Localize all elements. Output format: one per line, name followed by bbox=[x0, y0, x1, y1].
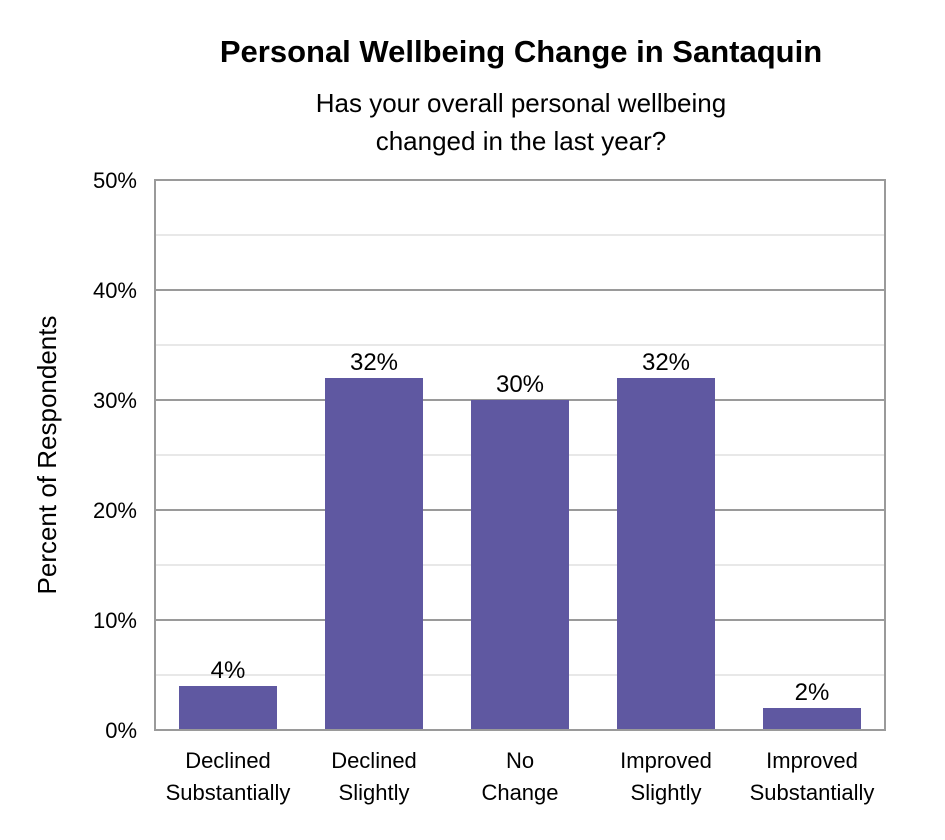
chart-subtitle-line-1: Has your overall personal wellbeing bbox=[316, 88, 726, 118]
x-category-label-line: Slightly bbox=[339, 780, 410, 805]
y-tick-label: 20% bbox=[93, 498, 137, 523]
y-tick-layer: 0% 10% 20% 30% 40% 50% bbox=[93, 168, 137, 743]
x-category-label: Declined Substantially bbox=[166, 748, 291, 805]
bar bbox=[325, 378, 423, 730]
x-category-label: Declined Slightly bbox=[331, 748, 417, 805]
bar-data-label: 32% bbox=[642, 349, 690, 376]
x-category-label: No Change bbox=[481, 748, 558, 805]
y-tick-label: 30% bbox=[93, 388, 137, 413]
x-category-layer: Declined Substantially Declined Slightly No C… bbox=[166, 748, 875, 805]
chart-subtitle-line-2: changed in the last year? bbox=[376, 126, 667, 156]
plot-area-border bbox=[154, 179, 886, 731]
y-tick-label: 10% bbox=[93, 608, 137, 633]
y-tick-label: 0% bbox=[105, 718, 137, 743]
x-category-label-line: No bbox=[506, 748, 534, 773]
x-category-label: Improved Substantially bbox=[750, 748, 875, 805]
bar-data-label: 32% bbox=[350, 349, 398, 376]
bar bbox=[763, 708, 861, 730]
bar bbox=[471, 400, 569, 730]
bar-data-label: 30% bbox=[496, 371, 544, 398]
x-category-label-line: Declined bbox=[185, 748, 271, 773]
x-category-label-line: Change bbox=[481, 780, 558, 805]
bar-data-label: 2% bbox=[795, 679, 830, 706]
x-category-label-line: Improved bbox=[766, 748, 858, 773]
bar-data-label: 4% bbox=[211, 657, 246, 684]
y-axis-title: Percent of Respondents bbox=[32, 316, 62, 595]
x-category-label-line: Improved bbox=[620, 748, 712, 773]
x-category-label: Improved Slightly bbox=[620, 748, 712, 805]
x-category-label-line: Substantially bbox=[166, 780, 291, 805]
y-tick-label: 50% bbox=[93, 168, 137, 193]
labels-layer: 4% 32% 30% 32% 2% bbox=[211, 349, 830, 706]
x-category-label-line: Declined bbox=[331, 748, 417, 773]
y-tick-label: 40% bbox=[93, 278, 137, 303]
chart-title: Personal Wellbeing Change in Santaquin bbox=[220, 34, 822, 69]
x-category-label-line: Substantially bbox=[750, 780, 875, 805]
bars-layer bbox=[179, 378, 861, 730]
bar bbox=[179, 686, 277, 730]
bar bbox=[617, 378, 715, 730]
x-category-label-line: Slightly bbox=[631, 780, 702, 805]
